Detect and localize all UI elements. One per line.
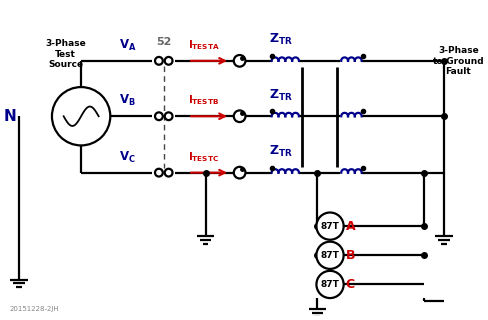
Circle shape bbox=[155, 112, 163, 120]
Circle shape bbox=[234, 167, 245, 179]
Circle shape bbox=[165, 57, 173, 65]
Text: $\mathbf{Z_{TR}}$: $\mathbf{Z_{TR}}$ bbox=[268, 88, 292, 103]
Circle shape bbox=[234, 110, 245, 122]
Circle shape bbox=[234, 55, 245, 67]
Text: 87T: 87T bbox=[321, 222, 340, 231]
Text: N: N bbox=[3, 109, 16, 124]
Text: $\mathbf{V_B}$: $\mathbf{V_B}$ bbox=[120, 93, 136, 108]
Text: 87T: 87T bbox=[321, 251, 340, 260]
Text: $\mathbf{I_{TESTB}}$: $\mathbf{I_{TESTB}}$ bbox=[188, 94, 219, 108]
Circle shape bbox=[155, 57, 163, 65]
Circle shape bbox=[316, 212, 344, 240]
Text: C: C bbox=[346, 278, 355, 291]
Circle shape bbox=[316, 271, 344, 298]
Text: 3-Phase
to-Ground
Fault: 3-Phase to-Ground Fault bbox=[432, 46, 484, 76]
Text: A: A bbox=[346, 220, 355, 233]
Circle shape bbox=[316, 242, 344, 269]
Text: $\mathbf{Z_{TR}}$: $\mathbf{Z_{TR}}$ bbox=[268, 32, 292, 47]
Text: 52: 52 bbox=[156, 37, 171, 47]
Text: $\mathbf{I_{TESTC}}$: $\mathbf{I_{TESTC}}$ bbox=[188, 150, 219, 164]
Text: $\mathbf{I_{TESTA}}$: $\mathbf{I_{TESTA}}$ bbox=[188, 38, 220, 52]
Text: 20151228-2JH: 20151228-2JH bbox=[9, 306, 59, 312]
Circle shape bbox=[165, 169, 173, 177]
Text: $\mathbf{Z_{TR}}$: $\mathbf{Z_{TR}}$ bbox=[268, 144, 292, 159]
Circle shape bbox=[155, 169, 163, 177]
Text: $\mathbf{V_A}$: $\mathbf{V_A}$ bbox=[119, 38, 137, 53]
Text: B: B bbox=[346, 249, 355, 262]
Text: 3-Phase
Test
Source: 3-Phase Test Source bbox=[45, 39, 86, 69]
Text: 87T: 87T bbox=[321, 280, 340, 289]
Circle shape bbox=[165, 112, 173, 120]
Text: $\mathbf{V_C}$: $\mathbf{V_C}$ bbox=[120, 150, 136, 165]
